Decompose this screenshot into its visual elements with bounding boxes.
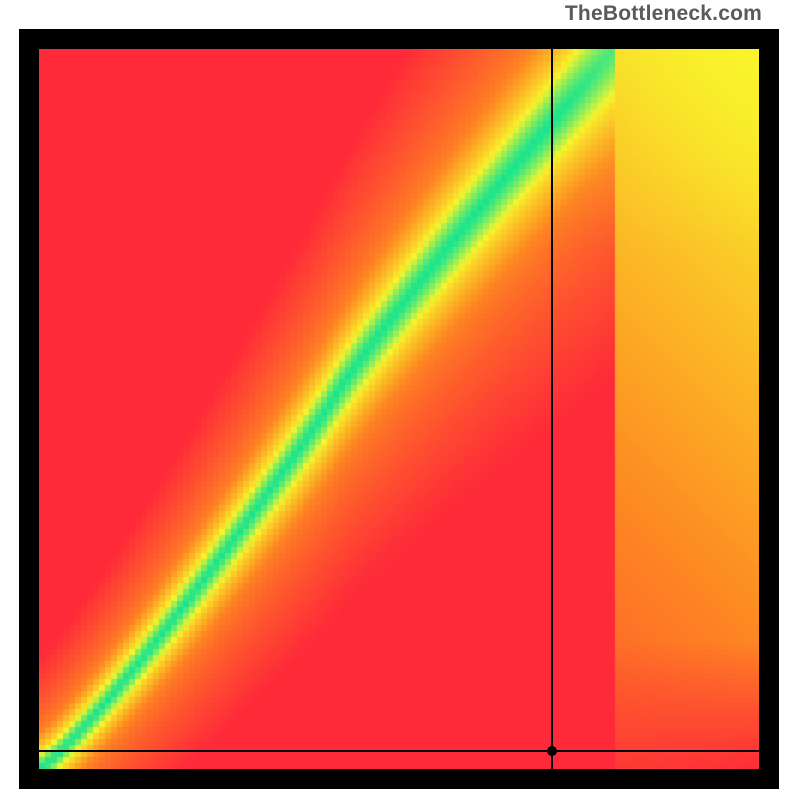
heatmap-canvas [39, 49, 759, 769]
crosshair-horizontal [39, 750, 759, 752]
crosshair-marker [547, 746, 557, 756]
watermark-text: TheBottleneck.com [565, 2, 762, 26]
crosshair-vertical [551, 49, 553, 769]
